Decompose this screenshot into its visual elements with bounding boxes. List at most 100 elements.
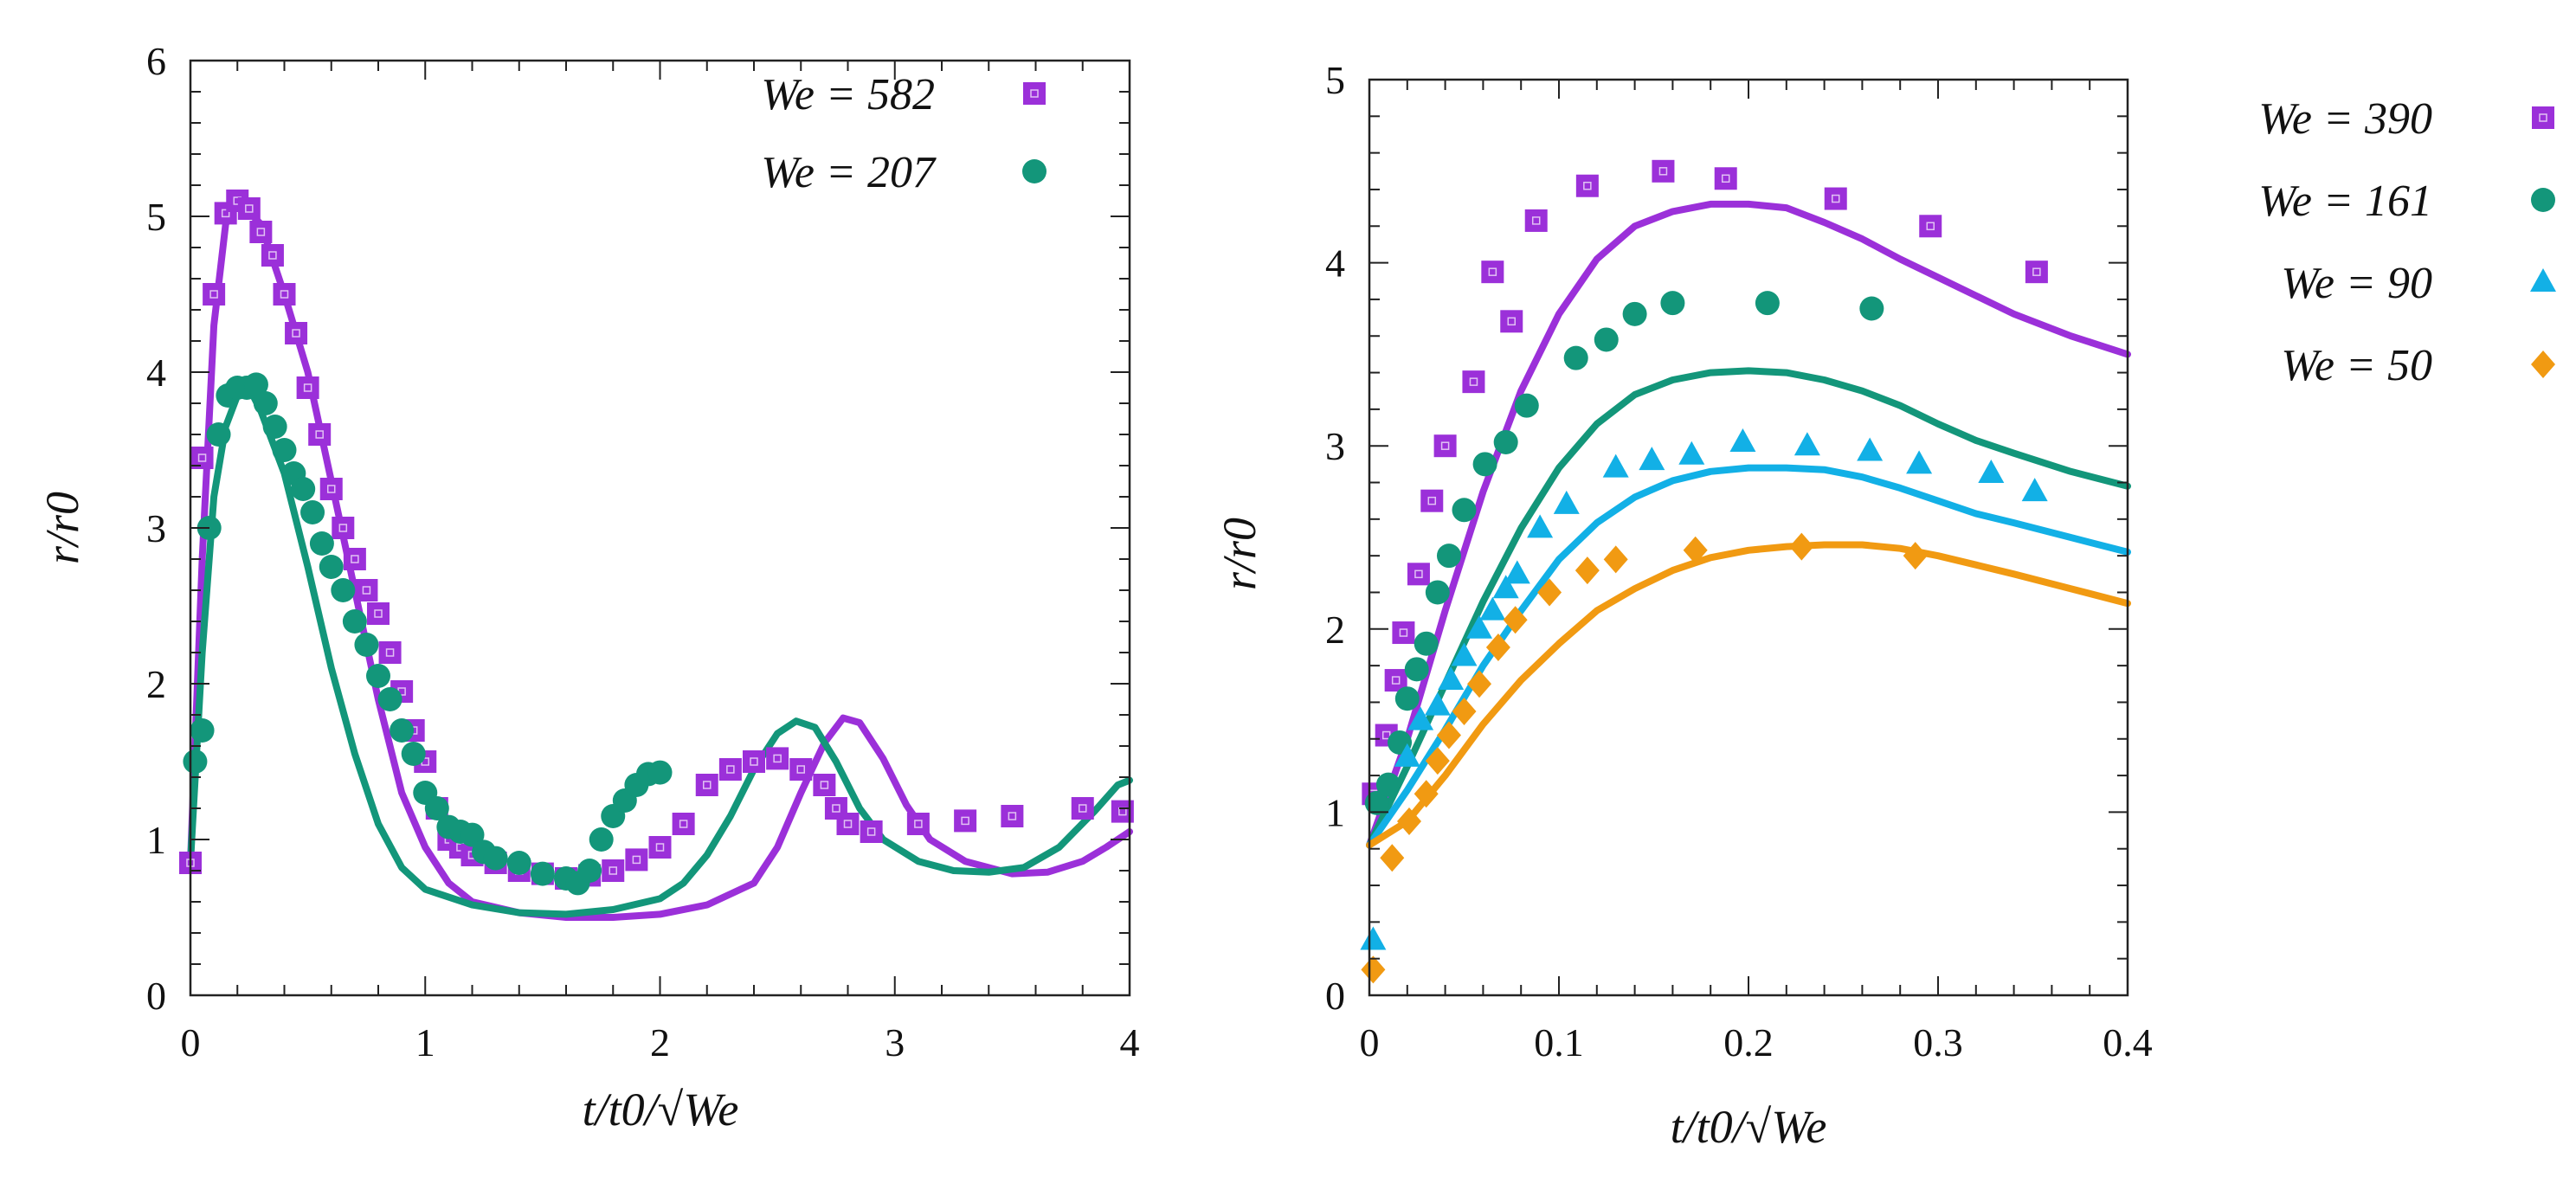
y-tick-label: 2 [1325,608,1345,652]
data-point-inner [632,855,641,865]
data-point [319,555,344,579]
data-point [647,760,673,785]
data-point [206,422,231,447]
legend-marker [2531,351,2555,378]
data-point [1404,657,1429,682]
data-point [237,197,261,220]
data-point [296,376,319,399]
data-point-inner [1008,812,1017,820]
data-point [813,774,836,796]
data-point [273,283,296,306]
data-point [1527,514,1554,538]
data-point [1563,345,1588,370]
data-point [424,796,449,820]
data-point [1575,174,1599,197]
data-point [1472,452,1497,477]
data-point [249,221,273,243]
data-point [1424,691,1451,716]
data-point [648,836,672,859]
y-tick-label: 0 [1325,974,1345,1018]
data-point [954,809,977,833]
y-tick-label: 3 [1325,424,1345,468]
data-point [1789,532,1814,561]
data-point [1361,955,1386,984]
data-point [1493,429,1518,454]
series-2-points [1360,428,2048,950]
x-tick-label: 1 [415,1020,435,1065]
data-point-inner [385,648,395,657]
data-point [300,500,325,524]
data-point [1001,805,1024,827]
legend-marker [1022,159,1046,183]
data-point-inner [197,453,207,462]
data-point [1729,428,1756,452]
data-point [190,718,215,743]
data-point [1553,490,1580,514]
data-point [1071,797,1094,820]
data-point [1524,209,1548,232]
data-point-inner [1721,174,1730,183]
x-tick-label: 0.1 [1534,1020,1584,1065]
data-point [695,774,718,796]
data-point [1452,698,1477,726]
data-point-inner [703,781,712,789]
data-point [253,391,278,415]
data-point-inner [961,816,969,826]
data-point [309,531,334,556]
data-point [1438,666,1465,691]
data-point [718,758,742,781]
data-point-inner [750,757,758,766]
y-tick-label: 4 [1325,241,1345,286]
data-point [1481,261,1504,284]
legend-marker [2531,188,2555,212]
fit-line-2 [1366,464,2131,849]
legend-marker-inner [1030,89,1039,98]
data-point [672,813,695,835]
data-point [331,578,356,602]
data-point [743,750,765,773]
data-point [1380,844,1405,872]
data-point-inner [1427,496,1437,505]
data-point [602,859,625,882]
data-point-inner [1583,181,1592,190]
data-point [1537,578,1562,607]
data-point [789,758,813,781]
y-tick-label: 5 [1325,58,1345,102]
series-3-points [1361,532,1928,984]
data-point [836,813,860,835]
data-point [1485,633,1510,661]
legend-marker-inner [2539,113,2547,122]
data-point [1451,642,1478,666]
data-point [1503,606,1528,634]
data-point [1462,370,1485,394]
plot-frame [1368,78,2129,997]
data-point [2021,478,2048,502]
data-point [1794,432,1820,456]
legend: We = 390 We = 161 We = 90 We = 50 [2258,94,2556,390]
y-tick-label: 5 [146,195,166,239]
x-axis-title: t/t0/√We [583,1084,739,1135]
y-tick-label: 3 [146,506,166,550]
fit-line-3 [1366,541,2131,849]
x-tick-label: 4 [1120,1020,1140,1065]
data-point-inner [327,485,336,493]
data-point-inner [1831,194,1840,203]
data-point [1824,187,1847,210]
data-point [1594,327,1619,352]
y-axis-title: r/r0 [36,492,88,564]
data-point-inner [2032,267,2041,276]
data-point [506,851,531,875]
x-axis-title: t/t0/√We [1671,1101,1827,1153]
data-point [1622,301,1647,326]
data-point [1407,563,1430,586]
data-point-inner [1488,267,1497,276]
data-point [1755,291,1780,316]
data-point [1466,614,1493,639]
data-point [1678,441,1705,465]
legend-label: We = 582 [761,70,935,119]
x-tick-label: 0 [1360,1020,1380,1065]
data-point [1425,580,1450,605]
fit-line-0 [187,197,1133,921]
data-point-inner [209,290,218,299]
